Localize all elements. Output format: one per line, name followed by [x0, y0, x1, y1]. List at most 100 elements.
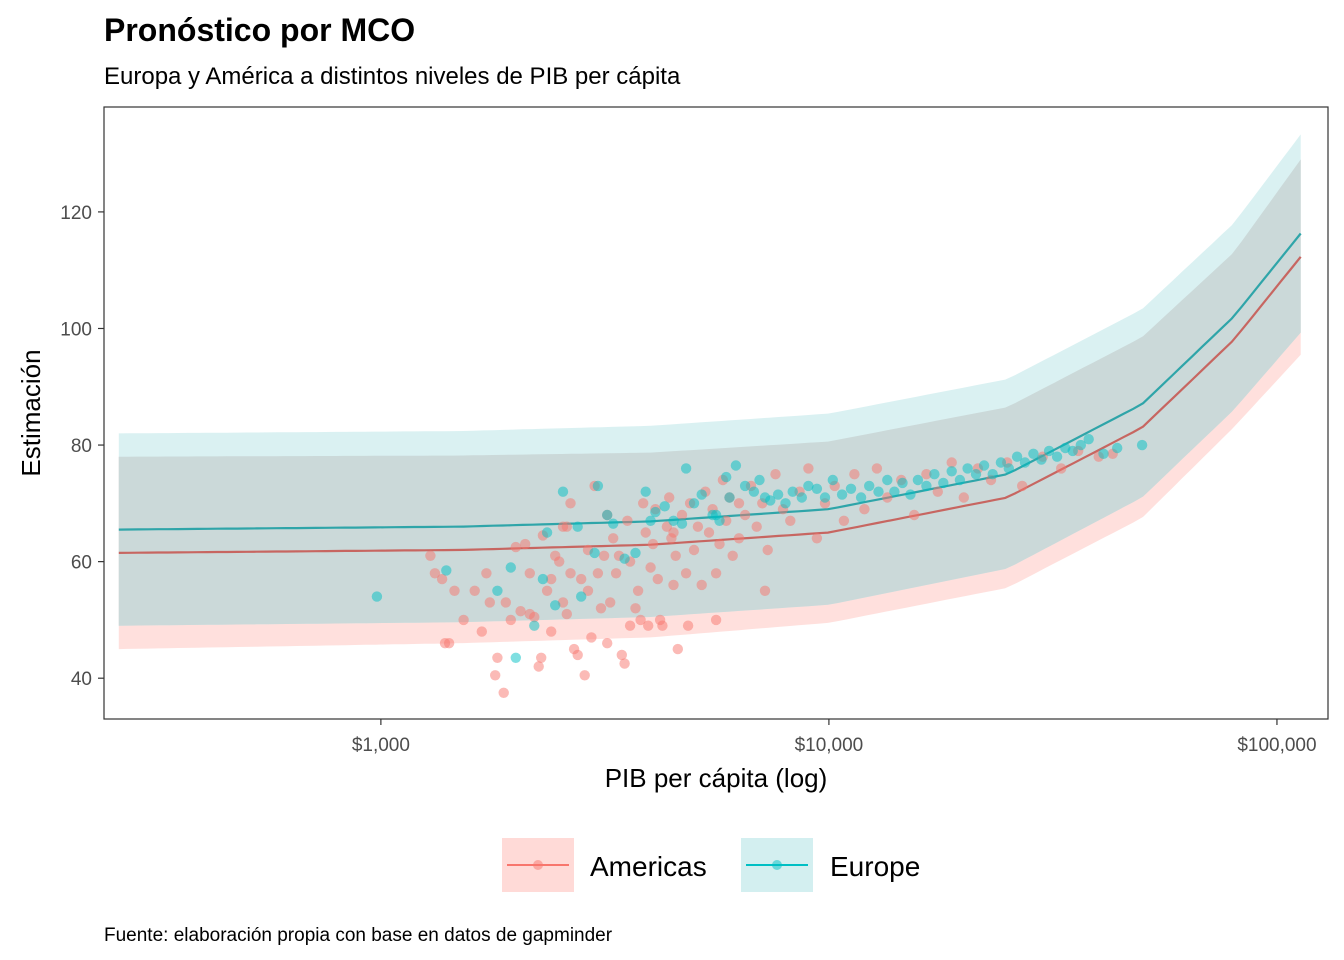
point-americas-50: [610, 568, 622, 579]
point-europe-5: [529, 620, 540, 631]
point-americas-34: [565, 498, 576, 509]
point-americas-59: [638, 498, 649, 509]
fit-line-americas: [118, 256, 1302, 554]
point-europe-23: [680, 463, 692, 474]
legend-key-europe-point: [772, 860, 782, 870]
point-europe-69: [1043, 445, 1055, 457]
point-americas-22: [533, 661, 544, 672]
point-americas-4: [443, 638, 455, 649]
point-americas-81: [703, 527, 715, 538]
point-europe-58: [954, 474, 966, 486]
point-europe-66: [1019, 457, 1031, 468]
legend: Americas Europe: [502, 838, 920, 892]
point-europe-50: [889, 486, 900, 497]
point-americas-104: [849, 469, 860, 480]
point-europe-75: [1098, 448, 1109, 459]
chart-caption: Fuente: elaboración propia con base en d…: [104, 925, 613, 946]
point-europe-35: [765, 495, 776, 506]
point-americas-84: [714, 538, 725, 550]
point-americas-78: [692, 521, 704, 532]
point-europe-45: [845, 483, 857, 494]
point-americas-92: [751, 521, 762, 532]
point-europe-6: [541, 527, 553, 538]
point-americas-17: [515, 606, 526, 617]
point-americas-48: [605, 597, 616, 608]
legend-label-americas: Americas: [590, 851, 707, 882]
point-americas-90: [739, 509, 751, 521]
point-americas-62: [645, 562, 656, 573]
point-americas-95: [770, 469, 781, 480]
point-europe-76: [1112, 442, 1123, 454]
x-tick-label-0: $1,000: [352, 735, 410, 756]
point-americas-1: [429, 568, 441, 579]
legend-item-europe: Europe: [741, 838, 920, 892]
point-americas-111: [932, 486, 943, 497]
point-europe-53: [912, 474, 924, 486]
point-americas-63: [647, 538, 659, 550]
point-americas-7: [469, 585, 480, 596]
point-europe-60: [970, 469, 982, 480]
point-europe-17: [640, 486, 651, 497]
point-americas-54: [622, 515, 633, 526]
y-tick-label-3: 100: [60, 319, 92, 340]
point-americas-129: [668, 527, 679, 538]
point-europe-11: [589, 547, 600, 559]
y-tick-label-4: 120: [60, 203, 92, 224]
point-americas-61: [643, 620, 654, 631]
y-axis: 40 60 80 100 120: [60, 203, 104, 690]
point-europe-32: [748, 486, 760, 497]
point-americas-109: [909, 509, 920, 521]
point-americas-21: [529, 611, 540, 623]
point-europe-38: [787, 486, 798, 497]
point-americas-99: [803, 463, 814, 474]
point-europe-73: [1075, 439, 1087, 451]
point-europe-10: [576, 591, 587, 602]
point-americas-18: [520, 538, 531, 550]
point-europe-49: [882, 474, 893, 486]
point-americas-13: [498, 687, 509, 698]
point-americas-25: [541, 585, 553, 596]
point-europe-36: [772, 489, 784, 500]
point-europe-72: [1067, 445, 1078, 457]
point-europe-40: [803, 480, 814, 492]
point-europe-77: [1136, 439, 1148, 451]
point-americas-65: [652, 573, 663, 585]
point-europe-2: [492, 585, 503, 596]
point-americas-67: [657, 620, 668, 631]
point-europe-62: [987, 469, 998, 480]
y-tick-label-2: 80: [71, 436, 92, 457]
point-europe-30: [730, 460, 742, 471]
point-europe-37: [780, 498, 791, 509]
point-americas-8: [476, 626, 487, 637]
point-europe-42: [819, 492, 831, 503]
point-europe-4: [510, 652, 521, 663]
point-americas-36: [572, 649, 583, 661]
point-americas-44: [595, 603, 607, 614]
plot-panel-border: [103, 106, 1329, 720]
point-europe-8: [557, 486, 569, 497]
point-europe-21: [668, 515, 679, 526]
x-tick-label-1: $10,000: [795, 735, 864, 756]
point-americas-83: [710, 568, 722, 579]
point-americas-112: [946, 457, 957, 468]
point-americas-75: [680, 568, 692, 579]
point-americas-97: [785, 515, 796, 526]
point-europe-39: [796, 492, 807, 503]
legend-key-americas-point: [533, 860, 543, 870]
point-europe-15: [619, 553, 630, 564]
point-europe-16: [630, 547, 641, 559]
point-americas-73: [672, 643, 683, 655]
point-americas-15: [505, 614, 516, 626]
point-europe-7: [550, 600, 561, 611]
point-americas-38: [579, 670, 590, 681]
point-europe-51: [897, 477, 908, 489]
point-americas-23: [536, 652, 547, 663]
point-europe-78: [537, 573, 549, 585]
point-americas-2: [436, 573, 448, 585]
point-americas-128: [710, 614, 722, 626]
point-europe-0: [371, 591, 383, 602]
point-europe-46: [855, 492, 867, 503]
point-americas-26: [546, 626, 557, 637]
point-europe-74: [1083, 434, 1094, 445]
chart-title: Pronóstico por MCO: [104, 12, 415, 48]
